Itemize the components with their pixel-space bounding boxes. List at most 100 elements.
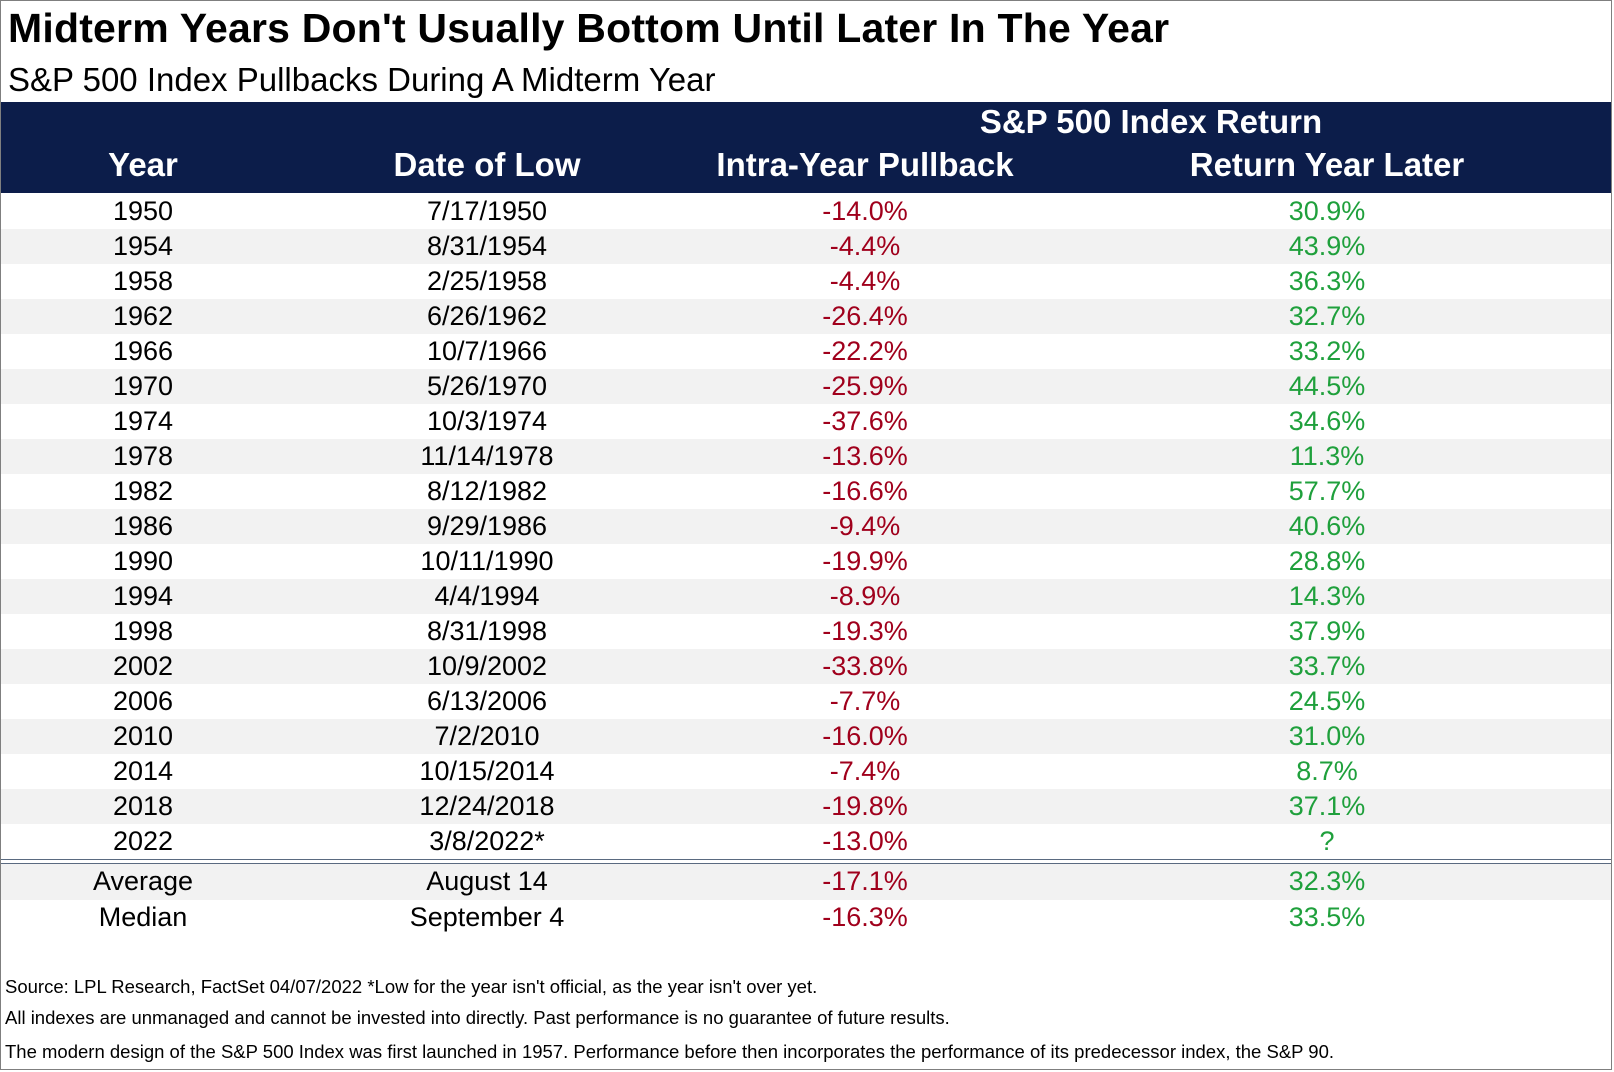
cell-year: 1982 bbox=[112, 476, 174, 506]
cell-date-of-low: 11/14/1978 bbox=[420, 441, 554, 471]
cell-return: 8.7% bbox=[1296, 756, 1358, 786]
cell-pullback: -19.8% bbox=[822, 791, 908, 821]
table-row: 1958 2/25/1958 -4.4% 36.3% bbox=[1, 264, 1611, 299]
cell-date-of-low: 7/2/2010 bbox=[434, 721, 540, 751]
cell-pullback: -4.4% bbox=[829, 266, 901, 296]
table-row: 2010 7/2/2010 -16.0% 31.0% bbox=[1, 719, 1611, 754]
cell-year: 2002 bbox=[112, 651, 174, 681]
cell-return: 33.5% bbox=[1288, 902, 1366, 932]
cell-date-of-low: 9/29/1986 bbox=[426, 511, 548, 541]
table-row: 1950 7/17/1950 -14.0% 30.9% bbox=[1, 194, 1611, 229]
cell-return: 37.9% bbox=[1288, 616, 1366, 646]
cell-return: 43.9% bbox=[1288, 231, 1366, 261]
cell-pullback: -16.0% bbox=[822, 721, 908, 751]
cell-pullback: -14.0% bbox=[822, 196, 908, 226]
cell-return: 32.7% bbox=[1288, 301, 1366, 331]
cell-date-of-low: 4/4/1994 bbox=[434, 581, 540, 611]
cell-pullback: -25.9% bbox=[822, 371, 908, 401]
footnote-line: Source: LPL Research, FactSet 04/07/2022… bbox=[5, 976, 818, 997]
cell-year: 1990 bbox=[112, 546, 174, 576]
table-header: S&P 500 Index Return Year Date of Low In… bbox=[1, 102, 1611, 193]
table-row: 1970 5/26/1970 -25.9% 44.5% bbox=[1, 369, 1611, 404]
cell-date-of-low: 6/26/1962 bbox=[426, 301, 548, 331]
footnote-line: All indexes are unmanaged and cannot be … bbox=[5, 1007, 950, 1028]
cell-year: 1966 bbox=[112, 336, 174, 366]
cell-date-of-low: 7/17/1950 bbox=[426, 196, 548, 226]
cell-year: 1950 bbox=[112, 196, 174, 226]
table-row: 1982 8/12/1982 -16.6% 57.7% bbox=[1, 474, 1611, 509]
cell-pullback: -16.3% bbox=[822, 902, 908, 932]
cell-date-of-low: August 14 bbox=[426, 866, 548, 896]
table-row: 2002 10/9/2002 -33.8% 33.7% bbox=[1, 649, 1611, 684]
cell-pullback: -17.1% bbox=[822, 866, 908, 896]
chart-subtitle: S&P 500 Index Pullbacks During A Midterm… bbox=[8, 61, 716, 98]
footnote-line: The modern design of the S&P 500 Index w… bbox=[5, 1041, 1335, 1062]
table-row: 1974 10/3/1974 -37.6% 34.6% bbox=[1, 404, 1611, 439]
table-row: 2018 12/24/2018 -19.8% 37.1% bbox=[1, 789, 1611, 824]
cell-date-of-low: 6/13/2006 bbox=[426, 686, 548, 716]
cell-pullback: -19.9% bbox=[822, 546, 908, 576]
cell-year: 2018 bbox=[112, 791, 174, 821]
chart-title: Midterm Years Don't Usually Bottom Until… bbox=[8, 5, 1170, 51]
cell-pullback: -13.6% bbox=[822, 441, 908, 471]
table-row: 1994 4/4/1994 -8.9% 14.3% bbox=[1, 579, 1611, 614]
cell-year: Median bbox=[98, 902, 188, 932]
table-body: 1950 7/17/1950 -14.0% 30.9% 1954 8/31/1954 -4.… bbox=[1, 194, 1611, 859]
cell-date-of-low: 12/24/2018 bbox=[419, 791, 555, 821]
table-row: 2022 3/8/2022* -13.0%? bbox=[1, 824, 1611, 859]
cell-date-of-low: September 4 bbox=[409, 902, 565, 932]
cell-return: 14.3% bbox=[1288, 581, 1366, 611]
cell-pullback: -9.4% bbox=[829, 511, 901, 541]
cell-pullback: -22.2% bbox=[822, 336, 908, 366]
cell-date-of-low: 10/9/2002 bbox=[426, 651, 548, 681]
table-row: 2006 6/13/2006 -7.7% 24.5% bbox=[1, 684, 1611, 719]
cell-date-of-low: 8/12/1982 bbox=[426, 476, 548, 506]
cell-return: 57.7% bbox=[1288, 476, 1366, 506]
column-header-return: Return Year Later bbox=[1189, 146, 1465, 183]
cell-date-of-low: 5/26/1970 bbox=[426, 371, 548, 401]
cell-pullback: -26.4% bbox=[822, 301, 908, 331]
cell-year: 2022 bbox=[112, 826, 174, 856]
cell-year: 2006 bbox=[112, 686, 174, 716]
cell-year: 1998 bbox=[112, 616, 174, 646]
cell-pullback: -16.6% bbox=[822, 476, 908, 506]
cell-return: 36.3% bbox=[1288, 266, 1366, 296]
cell-pullback: -8.9% bbox=[829, 581, 901, 611]
cell-year: 1986 bbox=[112, 511, 174, 541]
column-header-pullback: Intra-Year Pullback bbox=[716, 146, 1014, 183]
cell-pullback: -33.8% bbox=[822, 651, 908, 681]
cell-return: 33.2% bbox=[1288, 336, 1366, 366]
cell-date-of-low: 8/31/1954 bbox=[426, 231, 548, 261]
cell-pullback: -37.6% bbox=[822, 406, 908, 436]
cell-return: 44.5% bbox=[1288, 371, 1366, 401]
cell-date-of-low: 8/31/1998 bbox=[426, 616, 548, 646]
cell-year: 1954 bbox=[112, 231, 174, 261]
cell-return: 31.0% bbox=[1288, 721, 1366, 751]
cell-pullback: -7.7% bbox=[829, 686, 901, 716]
cell-year: 1978 bbox=[112, 441, 174, 471]
cell-return: 11.3% bbox=[1289, 441, 1365, 471]
cell-pullback: -19.3% bbox=[822, 616, 908, 646]
cell-year: 1970 bbox=[112, 371, 174, 401]
column-header-date: Date of Low bbox=[393, 146, 581, 183]
cell-year: 1962 bbox=[112, 301, 174, 331]
cell-year: 1958 bbox=[112, 266, 174, 296]
cell-year: 1994 bbox=[112, 581, 174, 611]
summary-row: Median September 4 -16.3% 33.5% bbox=[1, 900, 1611, 936]
cell-return: ? bbox=[1319, 826, 1335, 856]
summary-row: Average August 14 -17.1% 32.3% bbox=[1, 864, 1611, 900]
cell-return: 30.9% bbox=[1288, 196, 1366, 226]
cell-date-of-low: 10/11/1990 bbox=[420, 546, 554, 576]
cell-return: 24.5% bbox=[1288, 686, 1366, 716]
cell-date-of-low: 10/3/1974 bbox=[426, 406, 548, 436]
table-row: 1962 6/26/1962 -26.4% 32.7% bbox=[1, 299, 1611, 334]
cell-date-of-low: 3/8/2022* bbox=[429, 826, 545, 856]
cell-return: 37.1% bbox=[1288, 791, 1366, 821]
table-row: 1978 11/14/1978 -13.6% 11.3% bbox=[1, 439, 1611, 474]
table-row: 1990 10/11/1990 -19.9% 28.8% bbox=[1, 544, 1611, 579]
column-header-year: Year bbox=[108, 146, 178, 183]
cell-date-of-low: 2/25/1958 bbox=[426, 266, 548, 296]
summary-divider bbox=[1, 859, 1611, 864]
cell-return: 28.8% bbox=[1288, 546, 1366, 576]
